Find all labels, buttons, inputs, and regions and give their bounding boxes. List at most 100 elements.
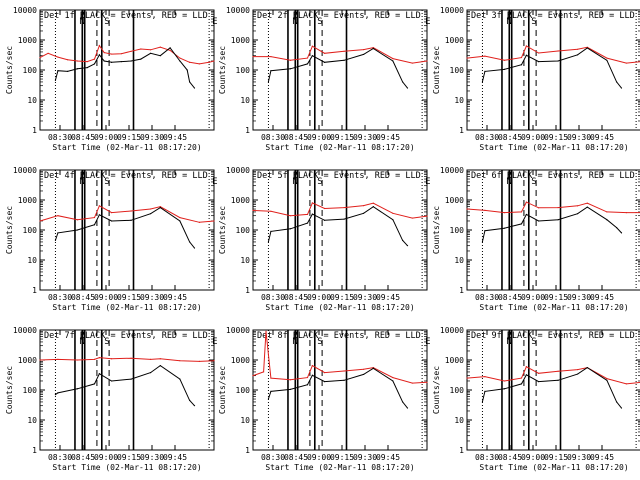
series-events-point [270, 230, 272, 232]
y-axis-label: Counts/sec [218, 366, 227, 414]
series-lld-point [520, 377, 523, 379]
plot-frame [252, 329, 428, 451]
series-lld-point [149, 208, 152, 210]
x-tick-label: 09:30 [567, 133, 591, 142]
chart-title: Det 7f BLACK = Events, RED = LLD [44, 331, 208, 341]
series-events-point [557, 60, 559, 62]
series-events-point [620, 87, 623, 89]
series-lld-point [525, 366, 527, 368]
series-lld-point [537, 52, 540, 54]
series-events-point [289, 388, 292, 390]
chart-title: Det 3f BLACK = Events, RED = LLD [471, 11, 635, 21]
marker-annotation-s: S [317, 177, 322, 187]
series-lld-point [484, 209, 486, 212]
x-tick-label: 08:45 [284, 293, 308, 302]
series-lld-point [426, 381, 428, 383]
series-lld-point [625, 212, 627, 214]
marker-annotation-s: S [104, 337, 109, 347]
marker-annotation-e: E [212, 17, 217, 27]
chart-title: Det 4f BLACK = Events, RED = LLD [44, 171, 208, 181]
x-tick-label: 09:00 [307, 453, 331, 462]
series-lld-point [110, 53, 113, 55]
y-tick-label: 1 [32, 126, 37, 135]
series-events-point [98, 373, 100, 375]
series-lld-point [576, 205, 579, 207]
series-events-point [130, 219, 132, 221]
series-events-point [525, 213, 527, 216]
x-axis-label: Start Time (02-Mar-11 08:17:20) [265, 463, 414, 472]
marker-annotation-n: N [292, 337, 297, 347]
y-tick-label: 10000 [226, 6, 250, 15]
x-tick-label: 08:45 [284, 133, 308, 142]
x-tick-label: 09:45 [376, 453, 400, 462]
series-lld-point [130, 210, 132, 212]
marker-annotation-s: S [317, 337, 322, 347]
series-events-point [402, 239, 404, 242]
y-tick-label: 1 [32, 446, 37, 455]
x-tick-label: 09:00 [94, 293, 118, 302]
series-lld-line [253, 45, 428, 64]
x-tick-label: 09:00 [521, 293, 545, 302]
y-axis-label: Counts/sec [5, 46, 14, 94]
y-tick-label: 100 [236, 386, 251, 395]
series-lld-point [149, 49, 152, 51]
series-lld-point [625, 383, 627, 385]
series-lld-point [306, 376, 309, 379]
series-lld-line [466, 45, 640, 64]
marker-annotation-s: S [531, 17, 536, 27]
series-lld-point [76, 359, 79, 361]
x-tick-label: 09:30 [353, 133, 377, 142]
series-lld-point [586, 202, 588, 204]
series-events-point [169, 47, 171, 49]
series-lld-line [39, 205, 215, 223]
series-events-point [606, 219, 608, 221]
x-tick-label: 09:45 [163, 133, 187, 142]
x-axis-label: Start Time (02-Mar-11 08:17:20) [52, 143, 201, 152]
series-lld-point [270, 377, 272, 379]
series-events-point [193, 87, 196, 89]
series-events-point [576, 54, 579, 56]
series-events-point [110, 380, 113, 382]
series-lld-point [149, 358, 152, 360]
y-tick-label: 10000 [440, 166, 464, 175]
series-events-point [193, 247, 196, 249]
series-events-point [503, 227, 506, 229]
x-tick-label: 08:30 [475, 133, 499, 142]
y-tick-label: 10000 [440, 326, 464, 335]
y-tick-label: 10 [454, 256, 464, 265]
x-axis-label: Start Time (02-Mar-11 08:17:20) [265, 303, 414, 312]
x-tick-label: 09:30 [567, 293, 591, 302]
series-lld-point [392, 376, 394, 379]
series-events-point [520, 64, 523, 66]
x-tick-label: 08:30 [475, 293, 499, 302]
series-lld-point [576, 48, 579, 50]
series-events-point [537, 381, 540, 383]
series-lld-point [252, 55, 254, 58]
series-lld-point [76, 219, 79, 221]
series-lld-point [98, 357, 100, 359]
y-tick-label: 1 [245, 286, 250, 295]
marker-annotation-e: E [425, 17, 430, 27]
series-events-point [392, 60, 394, 62]
y-tick-label: 10 [454, 416, 464, 425]
panel-det-2: Det 2f BLACK = Events, RED = LLD 1 10 100 10… [218, 6, 431, 152]
series-lld-point [213, 220, 215, 222]
marker-annotation-n: N [79, 17, 84, 27]
series-events-point [159, 206, 161, 209]
series-lld-point [39, 359, 41, 361]
marker-annotation-n: N [292, 177, 297, 187]
x-tick-label: 09:30 [140, 453, 164, 462]
y-tick-label: 10 [454, 96, 464, 105]
y-tick-label: 10000 [13, 326, 37, 335]
series-events-point [93, 383, 96, 385]
series-events-point [586, 366, 588, 369]
series-events-point [189, 399, 191, 402]
series-events-point [186, 69, 188, 71]
series-lld-point [140, 48, 142, 50]
x-tick-label: 09:30 [567, 453, 591, 462]
series-lld-point [179, 360, 181, 362]
series-events-point [392, 380, 394, 382]
series-lld-point [343, 50, 345, 52]
x-tick-label: 09:30 [353, 453, 377, 462]
marker-annotation-s: S [317, 17, 322, 27]
